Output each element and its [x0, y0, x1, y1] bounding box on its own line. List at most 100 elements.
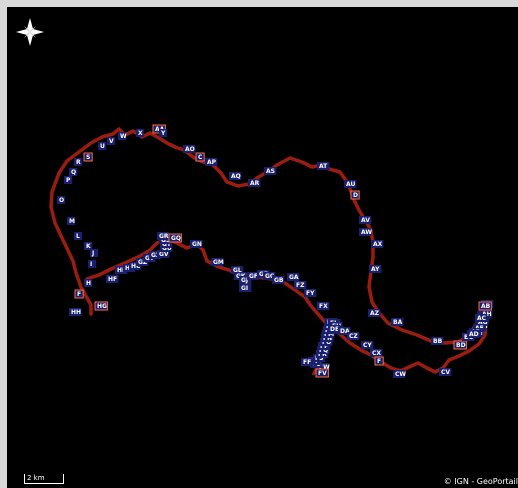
waypoint-marker[interactable]: H: [84, 279, 93, 287]
waypoint-label: FY: [306, 290, 315, 297]
waypoint-marker[interactable]: F: [374, 356, 384, 366]
waypoint-marker[interactable]: DB: [328, 325, 341, 333]
waypoint-marker[interactable]: X: [136, 129, 145, 137]
waypoint-label: GR: [159, 233, 169, 240]
waypoint-marker[interactable]: GC: [263, 272, 276, 280]
waypoint-label: CY: [363, 342, 372, 349]
waypoint-marker[interactable]: HH: [69, 308, 82, 316]
waypoint-marker[interactable]: GJ: [239, 276, 252, 284]
waypoint-marker[interactable]: GR: [157, 232, 170, 240]
waypoint-marker[interactable]: HC: [129, 262, 142, 270]
waypoint-marker[interactable]: V: [107, 137, 116, 145]
waypoint-marker[interactable]: AB: [478, 301, 492, 311]
waypoint-marker[interactable]: CX: [370, 349, 383, 357]
waypoint-marker[interactable]: HG: [94, 301, 108, 311]
map-overlay: AAYXWVUSRQPOMLKJIHFHHHGHFHEHDHCGZGYGXGVG…: [16, 18, 494, 378]
waypoint-marker[interactable]: AV: [359, 216, 372, 224]
waypoint-marker-box: [287, 273, 300, 281]
waypoint-marker[interactable]: AR: [248, 179, 261, 187]
waypoint-marker[interactable]: BA: [391, 318, 404, 326]
waypoint-marker[interactable]: J: [90, 249, 99, 257]
waypoint-marker[interactable]: I: [88, 260, 97, 268]
waypoint-label: AY: [371, 266, 380, 273]
waypoint-marker-box: [74, 232, 83, 240]
waypoint-marker[interactable]: GX: [149, 251, 162, 259]
waypoint-marker[interactable]: HF: [106, 275, 119, 283]
waypoint-marker[interactable]: AU: [344, 180, 357, 188]
waypoint-marker-box: [338, 327, 351, 335]
waypoint-marker-box: [107, 137, 116, 145]
waypoint-marker[interactable]: D: [350, 190, 360, 200]
waypoint-label: AO: [185, 146, 195, 153]
waypoint-marker[interactable]: GB: [272, 276, 285, 284]
waypoint-marker[interactable]: CY: [361, 341, 374, 349]
waypoint-marker[interactable]: O: [57, 196, 66, 204]
waypoint-marker-box: [94, 301, 108, 311]
waypoint-marker[interactable]: L: [74, 232, 83, 240]
waypoint-label: FS: [315, 355, 323, 362]
waypoint-marker[interactable]: AO: [183, 145, 196, 153]
waypoint-marker-box: [239, 284, 252, 292]
waypoint-marker[interactable]: Q: [69, 168, 78, 176]
waypoint-marker[interactable]: FX: [317, 302, 330, 310]
waypoint-marker[interactable]: GZ: [136, 258, 149, 266]
waypoint-marker[interactable]: AC: [475, 314, 488, 322]
waypoint-marker[interactable]: GI: [239, 284, 252, 292]
waypoint-marker-box: [129, 262, 142, 270]
waypoint-marker[interactable]: AS: [264, 167, 277, 175]
waypoint-marker[interactable]: GV: [157, 250, 170, 258]
waypoint-marker[interactable]: K: [84, 242, 93, 250]
waypoint-marker[interactable]: GN: [190, 240, 203, 248]
waypoint-marker[interactable]: AD: [467, 330, 480, 338]
waypoint-marker[interactable]: FW: [317, 363, 330, 371]
waypoint-marker[interactable]: GL: [231, 266, 244, 274]
waypoint-label: Y: [160, 130, 166, 137]
waypoint-marker-box: [347, 332, 360, 340]
waypoint-marker[interactable]: R: [74, 158, 83, 166]
waypoint-marker[interactable]: GF: [247, 272, 260, 280]
waypoint-marker[interactable]: HE: [115, 266, 128, 274]
waypoint-marker-box: [315, 368, 329, 378]
waypoint-marker[interactable]: AZ: [368, 309, 381, 317]
waypoint-marker-box: [361, 341, 374, 349]
waypoint-marker[interactable]: GA: [287, 273, 300, 281]
waypoint-marker[interactable]: U: [98, 142, 107, 150]
waypoint-marker[interactable]: FZ: [294, 281, 307, 289]
waypoint-marker[interactable]: AP: [205, 158, 218, 166]
waypoint-marker[interactable]: S: [83, 152, 93, 162]
waypoint-marker[interactable]: AT: [317, 162, 330, 170]
waypoint-marker[interactable]: C: [195, 152, 205, 162]
waypoint-label: AP: [207, 159, 217, 166]
waypoint-marker[interactable]: W: [118, 132, 127, 140]
waypoint-marker[interactable]: FV: [315, 368, 329, 378]
waypoint-marker[interactable]: F: [74, 289, 84, 299]
waypoint-label: AC: [477, 315, 487, 322]
waypoint-marker[interactable]: BB: [431, 337, 444, 345]
waypoint-marker-box: [247, 272, 260, 280]
waypoint-label: O: [59, 197, 64, 204]
waypoint-marker[interactable]: M: [67, 217, 76, 225]
waypoint-marker[interactable]: AY: [369, 265, 382, 273]
waypoint-marker[interactable]: DA: [338, 327, 351, 335]
waypoint-marker[interactable]: BD: [453, 340, 467, 350]
waypoint-marker[interactable]: Y: [159, 129, 168, 137]
waypoint-label: V: [109, 138, 114, 145]
waypoint-label: BA: [393, 319, 403, 326]
waypoint-marker[interactable]: CZ: [347, 332, 360, 340]
waypoint-marker[interactable]: AX: [371, 240, 384, 248]
waypoint-marker[interactable]: AQ: [229, 172, 242, 180]
waypoint-marker[interactable]: GM: [211, 258, 224, 266]
waypoint-label: DB: [330, 326, 340, 333]
waypoint-marker[interactable]: AW: [359, 228, 372, 236]
waypoint-label: X: [138, 130, 143, 137]
map-canvas[interactable]: AAYXWVUSRQPOMLKJIHFHHHGHFHEHDHCGZGYGXGVG…: [7, 7, 518, 488]
waypoint-label: L: [76, 233, 80, 240]
waypoint-marker[interactable]: GQ: [168, 233, 182, 243]
waypoint-label: H: [86, 280, 91, 287]
waypoint-label: R: [76, 159, 81, 166]
waypoint-marker[interactable]: CV: [439, 368, 452, 376]
waypoint-marker[interactable]: FY: [304, 289, 317, 297]
waypoint-marker[interactable]: P: [64, 176, 73, 184]
waypoint-marker[interactable]: CW: [393, 370, 406, 378]
waypoint-marker[interactable]: FF: [301, 358, 314, 366]
